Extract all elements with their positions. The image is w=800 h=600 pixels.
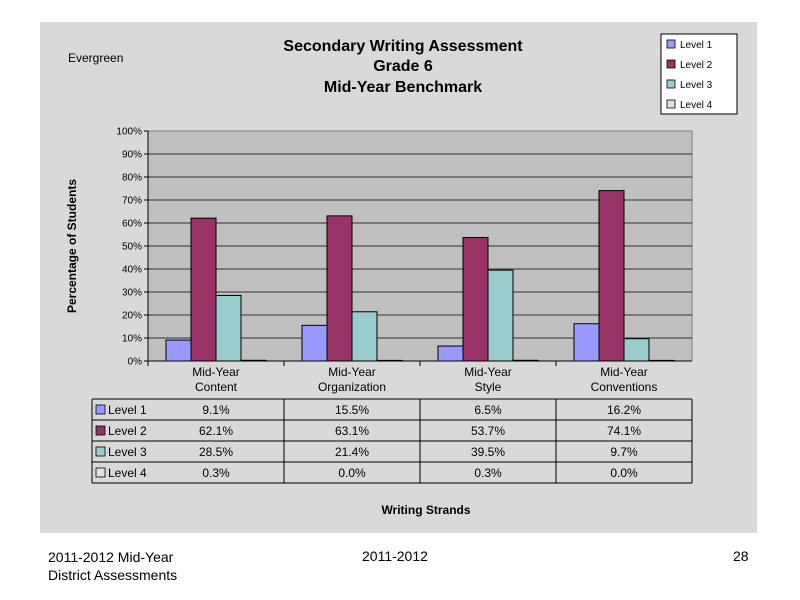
bar <box>648 359 675 362</box>
legend-label: Level 4 <box>680 100 713 111</box>
bar <box>487 269 514 362</box>
bar <box>301 324 328 362</box>
footer-left-line1: 2011-2012 Mid-Year <box>48 549 174 565</box>
table-cell: 9.7% <box>610 445 638 459</box>
table-series-label: Level 4 <box>108 466 147 480</box>
legend-label: Level 2 <box>680 60 713 71</box>
chart-title: Grade 6 <box>373 58 433 75</box>
footer-left: 2011-2012 Mid-Year District Assessments <box>48 548 177 584</box>
table-cell: 16.2% <box>607 403 641 417</box>
y-tick-label: 30% <box>122 288 142 299</box>
category-label: Conventions <box>591 380 658 394</box>
legend-key <box>666 39 676 49</box>
legend-label: Level 1 <box>680 40 713 51</box>
chart-title: Mid-Year Benchmark <box>324 79 482 96</box>
table-cell: 0.3% <box>202 466 230 480</box>
chart: 0% 10% 20% 30% 40% 50% 60% 70% 80% 90% 100% Mid-Yea… <box>65 33 738 517</box>
table-cell: 9.1% <box>202 403 230 417</box>
chart-panel: 0% 10% 20% 30% 40% 50% 60% 70% 80% 90% 100% Mid-Yea… <box>40 22 757 533</box>
category-label: Organization <box>318 380 386 394</box>
category-label: Style <box>475 380 502 394</box>
legend-key <box>666 99 676 109</box>
table-cell: 28.5% <box>199 445 233 459</box>
bar <box>165 339 192 362</box>
table-series-label: Level 2 <box>108 424 147 438</box>
chart-title: Secondary Writing Assessment <box>283 38 523 55</box>
table-series-label: Level 1 <box>108 403 147 417</box>
category-label: Mid-Year <box>328 365 376 379</box>
y-tick-label: 90% <box>122 150 142 161</box>
x-axis-label: Writing Strands <box>381 503 470 517</box>
category-label: Mid-Year <box>600 365 648 379</box>
y-tick-label: 70% <box>122 196 142 207</box>
table-cell: 63.1% <box>335 424 369 438</box>
bar <box>240 359 267 362</box>
bar <box>598 190 625 362</box>
y-axis-label: Percentage of Students <box>65 179 79 313</box>
y-tick-label: 10% <box>122 334 142 345</box>
legend-label: Level 3 <box>680 80 713 91</box>
bar <box>326 215 353 362</box>
table-cell: 39.5% <box>471 445 505 459</box>
school-label: Evergreen <box>68 51 123 65</box>
legend-key <box>666 59 676 69</box>
category-label: Mid-Year <box>192 365 240 379</box>
y-tick-label: 60% <box>122 219 142 230</box>
footer-center: 2011-2012 <box>362 548 428 564</box>
table-legend-key <box>95 446 106 457</box>
table-cell: 0.0% <box>610 466 638 480</box>
y-tick-label: 50% <box>122 242 142 253</box>
category-label: Content <box>195 380 238 394</box>
y-tick-label: 80% <box>122 173 142 184</box>
bar <box>215 294 242 362</box>
table-cell: 62.1% <box>199 424 233 438</box>
y-tick-label: 100% <box>116 127 142 138</box>
bar <box>351 311 378 362</box>
table-legend-key <box>95 404 106 415</box>
footer-left-line2: District Assessments <box>48 567 178 583</box>
y-tick-label: 0% <box>128 357 143 368</box>
table-cell: 74.1% <box>607 424 641 438</box>
bar <box>573 323 600 362</box>
bar <box>437 345 464 362</box>
table-legend-key <box>95 467 106 478</box>
bar <box>512 359 539 362</box>
table-series-label: Level 3 <box>108 445 147 459</box>
table-cell: 21.4% <box>335 445 369 459</box>
table-cell: 15.5% <box>335 403 369 417</box>
table-legend-key <box>95 425 106 436</box>
page-number: 28 <box>733 548 749 564</box>
table-cell: 0.0% <box>338 466 366 480</box>
bar <box>190 217 217 362</box>
category-label: Mid-Year <box>464 365 512 379</box>
y-tick-label: 20% <box>122 311 142 322</box>
table-cell: 0.3% <box>474 466 502 480</box>
bar <box>462 236 489 362</box>
legend-key <box>666 79 676 89</box>
table-cell: 6.5% <box>474 403 502 417</box>
table-cell: 53.7% <box>471 424 505 438</box>
bar <box>623 338 650 362</box>
bar <box>376 359 403 362</box>
y-tick-label: 40% <box>122 265 142 276</box>
